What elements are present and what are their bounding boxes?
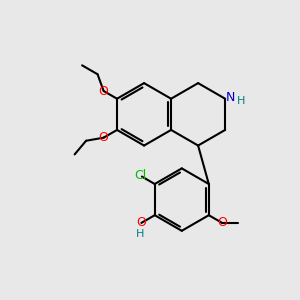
Text: N: N xyxy=(226,91,235,104)
Text: H: H xyxy=(136,229,144,239)
Text: O: O xyxy=(217,216,227,230)
Text: Cl: Cl xyxy=(134,169,146,182)
Text: O: O xyxy=(136,216,146,230)
Text: O: O xyxy=(99,85,109,98)
Text: O: O xyxy=(99,131,109,144)
Text: H: H xyxy=(236,96,245,106)
